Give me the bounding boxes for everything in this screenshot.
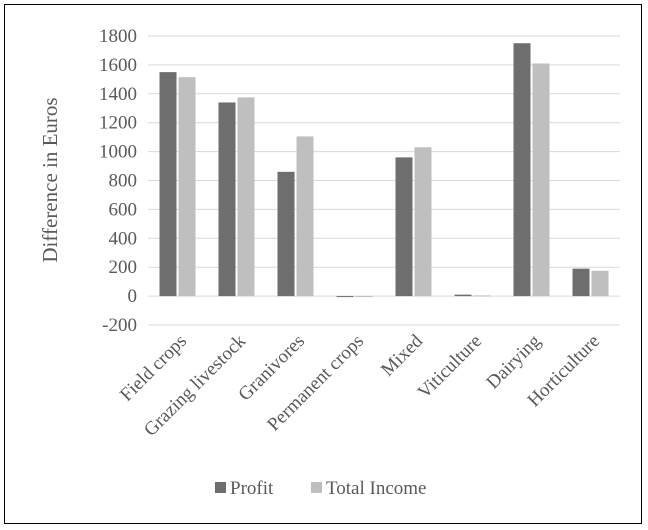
x-tick-label: Mixed [377,330,427,380]
y-tick-label: 800 [109,171,138,192]
bar-total-income [355,296,373,298]
y-tick-label: 1600 [99,55,137,76]
x-tick-label: Viticulture [414,331,486,403]
bar-profit [572,268,590,297]
bar-total-income [414,147,432,297]
y-tick-label: 600 [109,199,138,220]
legend-swatch [311,482,322,493]
bar-profit [395,157,413,297]
y-tick-label: 1800 [99,26,137,47]
bar-profit [159,72,177,297]
bar-total-income [178,77,196,297]
y-tick-label: 0 [128,286,138,307]
legend-label: Profit [230,478,274,499]
bar-profit [454,294,472,297]
bar-profit [513,43,531,297]
bars [159,43,609,298]
bar-profit [277,171,295,297]
bar-total-income [532,63,550,297]
x-tick-label: Grazing livestock [140,330,250,440]
y-tick-label: -200 [102,315,137,336]
bar-total-income [591,270,609,297]
bar-total-income [237,97,255,297]
legend-swatch [215,482,226,493]
y-tick-label: 1400 [99,84,137,105]
bar-total-income [296,136,314,297]
y-tick-label: 1000 [99,142,137,163]
y-tick-label: 200 [109,257,138,278]
y-tick-label: 1200 [99,113,137,134]
y-tick-label: 400 [109,228,138,249]
legend-label: Total Income [326,478,427,499]
y-axis-label: Difference in Euros [38,97,62,262]
y-tick-labels: -200 0 200 400 600 800 1000 1200 1400 1600 1800 [99,26,137,336]
legend: Profit Total Income [215,478,427,499]
bar-profit [336,296,354,298]
bar-total-income [473,295,491,297]
bar-profit [218,102,236,297]
